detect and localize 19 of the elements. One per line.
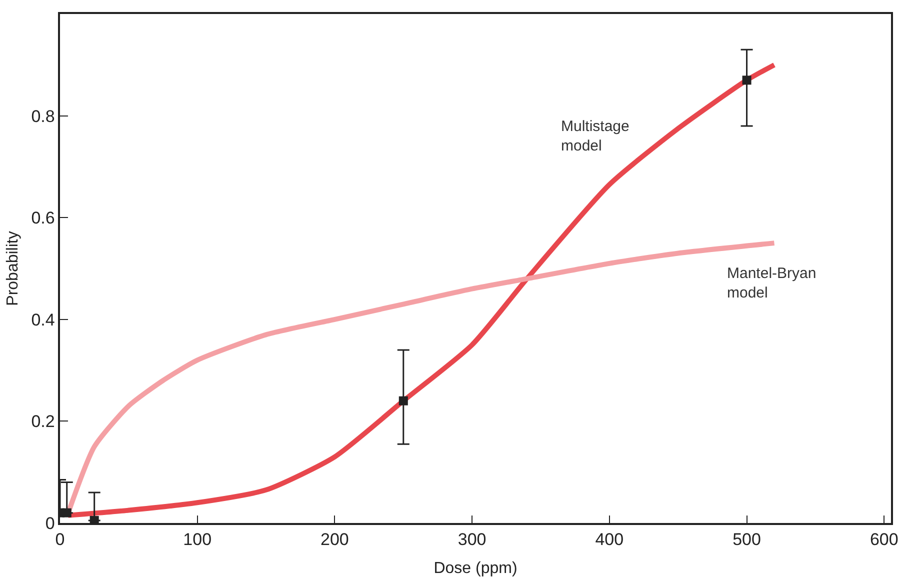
point <box>398 396 408 406</box>
series-label: Multistage model <box>561 118 630 154</box>
y-tick-label: 0.6 <box>31 208 55 228</box>
x-tick-label: 600 <box>870 530 898 550</box>
y-tick-label: 0 <box>45 514 55 533</box>
x-tick-label: 300 <box>458 530 486 550</box>
y-tick-label: 0.8 <box>31 106 55 126</box>
point <box>62 508 72 518</box>
point <box>742 76 752 85</box>
y-axis-title: Probability <box>4 231 22 306</box>
point <box>90 516 99 523</box>
y-tick-label: 0.4 <box>31 310 55 330</box>
x-tick-label: 500 <box>732 530 761 550</box>
x-tick-label: 200 <box>320 530 349 550</box>
x-tick-label: 400 <box>595 530 624 550</box>
y-tick-label: 0.2 <box>31 412 55 432</box>
series-label: Mantel-Bryan model <box>727 265 816 302</box>
x-tick-label: 100 <box>183 530 212 550</box>
x-axis-title: Dose (ppm) <box>434 560 518 577</box>
